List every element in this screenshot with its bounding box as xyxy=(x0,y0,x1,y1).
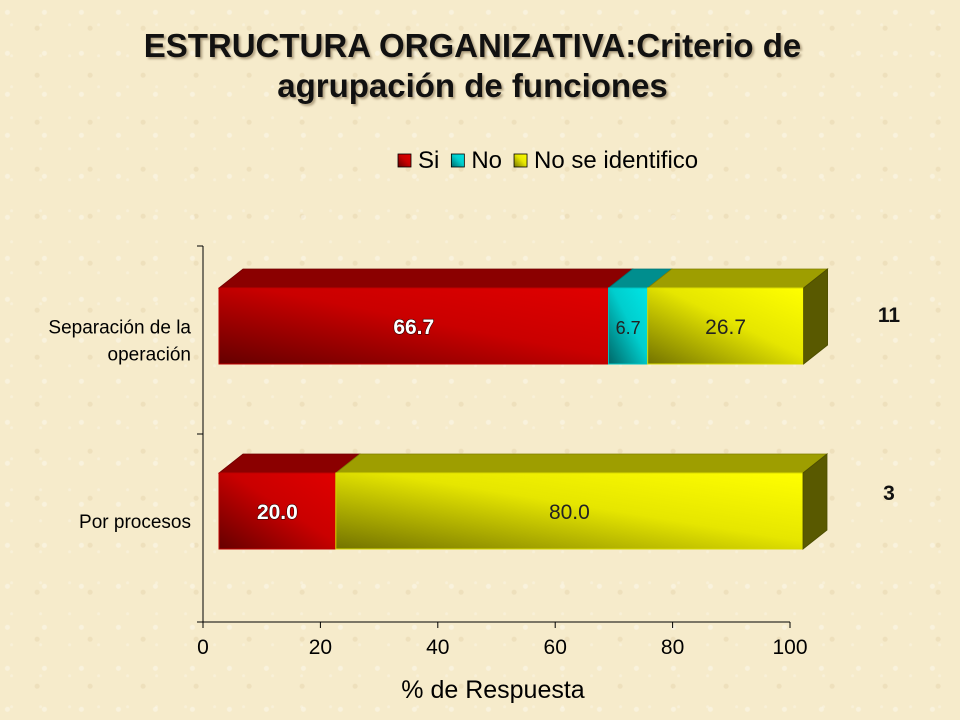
x-tick-label-40: 40 xyxy=(426,636,449,659)
bar-1-2 xyxy=(335,472,804,550)
chart-title-line-1: ESTRUCTURA ORGANIZATIVA:Criterio de xyxy=(143,27,802,64)
category-label-0-1: operación xyxy=(108,345,191,366)
bar-top-0-0 xyxy=(217,268,634,289)
x-axis-label: % de Respuesta xyxy=(401,676,585,704)
bar-0-1 xyxy=(608,287,649,365)
data-label-0-1: 6.7 xyxy=(616,318,641,338)
x-tick-label-0: 0 xyxy=(197,636,209,659)
data-label-0-0: 66.7 xyxy=(393,316,434,339)
x-tick-label-20: 20 xyxy=(309,636,332,659)
legend-swatch-2 xyxy=(513,153,528,168)
data-label-0-2: 26.7 xyxy=(705,316,746,339)
legend-swatch-0 xyxy=(397,153,412,168)
data-label-1-2: 80.0 xyxy=(549,501,590,524)
chart-legend: Si No No se identifico xyxy=(397,147,698,174)
chart-axes: 0 20 40 60 80 100 % de Respuesta Separación de … xyxy=(48,245,808,704)
x-tick-label-100: 100 xyxy=(772,636,807,659)
chart-title: ESTRUCTURA ORGANIZATIVA:Criterio de agru… xyxy=(0,26,945,106)
bar-top-0-2 xyxy=(646,268,829,289)
legend-label-2: No se identifico xyxy=(534,147,698,174)
legend-label-0: Si xyxy=(418,147,439,174)
count-label-1: 3 xyxy=(883,482,895,505)
bar-side-1 xyxy=(802,453,828,550)
count-label-0: 11 xyxy=(878,304,901,327)
bar-top-1-0 xyxy=(217,453,361,474)
bar-0-0 xyxy=(218,287,610,365)
bar-1-0 xyxy=(218,472,337,550)
data-label-1-0: 20.0 xyxy=(257,501,298,524)
bar-0-2 xyxy=(647,287,805,365)
bar-side-0 xyxy=(803,268,828,365)
legend-label-1: No xyxy=(471,147,502,174)
bar-top-1-2 xyxy=(334,453,829,474)
category-label-0-0: Separación de la xyxy=(48,318,191,339)
legend-swatch-1 xyxy=(450,153,465,168)
category-label-1-0: Por procesos xyxy=(79,512,191,533)
x-tick-label-80: 80 xyxy=(661,636,684,659)
chart-title-line-2: agrupación de funciones xyxy=(277,67,668,104)
x-tick-label-60: 60 xyxy=(544,636,567,659)
chart-bars: 66.7 6.7 26.7 11 20.0 80.0 3 xyxy=(217,268,901,550)
